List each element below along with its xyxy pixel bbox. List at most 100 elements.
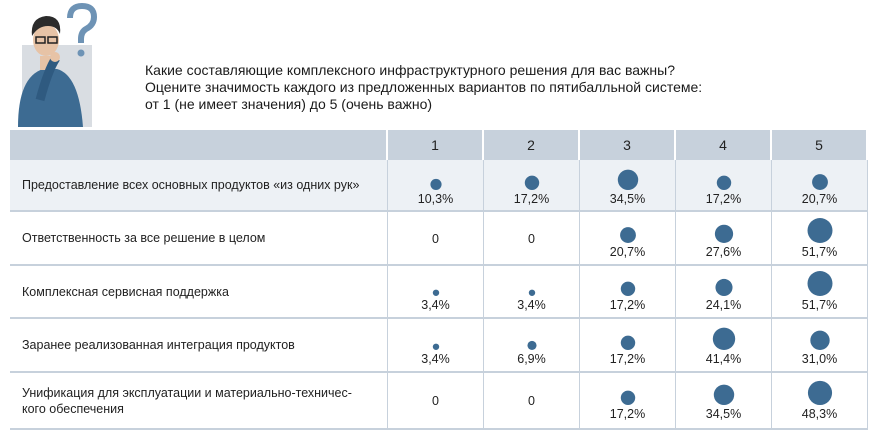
bubble xyxy=(713,384,734,405)
bubble xyxy=(620,390,635,405)
value-label: 17,2% xyxy=(513,191,550,206)
bubble-area xyxy=(617,169,638,190)
value-cell: 3,4% xyxy=(388,319,484,371)
value-cell: 0 xyxy=(388,373,484,428)
bubble-area xyxy=(524,175,539,190)
value-cell: 17,2% xyxy=(676,160,772,210)
bubble xyxy=(429,178,442,190)
header-cell xyxy=(10,130,388,160)
column-header: 3 xyxy=(580,130,676,160)
value-cell: 3,4% xyxy=(484,266,580,317)
bubble xyxy=(526,340,537,350)
bubble xyxy=(432,289,439,296)
row-label: Ответственность за все решение в целом xyxy=(10,212,388,264)
value-cell: 0 xyxy=(484,373,580,428)
column-header: 2 xyxy=(484,130,580,160)
value-label: 3,4% xyxy=(421,298,450,312)
chart-title: Какие составляющие комплексного инфрастр… xyxy=(145,62,702,113)
bubble-area xyxy=(432,343,439,350)
illustration xyxy=(18,2,98,127)
row-divider xyxy=(10,428,868,430)
value-label: 3,4% xyxy=(517,298,546,312)
value-cell: 20,7% xyxy=(580,212,676,264)
bubble xyxy=(714,278,733,296)
value-label: 6,9% xyxy=(517,351,546,366)
column-header: 5 xyxy=(772,130,868,160)
bubble xyxy=(620,335,635,350)
value-label: 41,4% xyxy=(705,351,742,366)
value-label: 0 xyxy=(432,231,439,246)
value-label: 20,7% xyxy=(801,191,838,206)
value-cell: 51,7% xyxy=(772,266,868,317)
bubble xyxy=(528,289,535,296)
row-label: Заранее реализованная интеграция продукт… xyxy=(10,319,388,371)
value-label: 48,3% xyxy=(801,407,838,421)
bubble-area xyxy=(432,289,439,296)
bubble xyxy=(617,169,638,190)
value-label: 31,0% xyxy=(801,351,838,366)
row-divider xyxy=(10,317,868,319)
value-cell: 17,2% xyxy=(580,373,676,428)
value-cell: 17,2% xyxy=(580,319,676,371)
value-label: 0 xyxy=(528,231,535,246)
value-cell: 0 xyxy=(388,212,484,264)
value-cell: 51,7% xyxy=(772,212,868,264)
value-label: 51,7% xyxy=(801,298,838,312)
value-label: 51,7% xyxy=(801,244,838,259)
bubble-area xyxy=(528,289,535,296)
value-label: 0 xyxy=(432,394,439,408)
bubble-area xyxy=(713,384,734,405)
bubble-area xyxy=(807,380,832,405)
bubble-area xyxy=(809,330,830,350)
column-header: 4 xyxy=(676,130,772,160)
bubble-area xyxy=(714,278,733,296)
bubble-area xyxy=(620,335,635,350)
value-cell: 34,5% xyxy=(676,373,772,428)
value-cell: 27,6% xyxy=(676,212,772,264)
title-line: от 1 (не имеет значения) до 5 (очень важ… xyxy=(145,96,433,112)
value-label: 10,3% xyxy=(417,191,454,206)
bubble-area xyxy=(429,178,442,190)
value-cell: 3,4% xyxy=(388,266,484,317)
bubble xyxy=(807,271,832,296)
row-label: Унификация для эксплуатации и материальн… xyxy=(10,373,388,428)
value-cell: 34,5% xyxy=(580,160,676,210)
value-label: 17,2% xyxy=(705,191,742,206)
value-cell: 41,4% xyxy=(676,319,772,371)
bubble xyxy=(432,343,439,350)
bubble-area xyxy=(619,226,636,243)
bubble xyxy=(716,175,731,190)
bubble-area xyxy=(807,217,832,243)
value-cell: 6,9% xyxy=(484,319,580,371)
value-cell: 17,2% xyxy=(484,160,580,210)
title-line: Какие составляющие комплексного инфрастр… xyxy=(145,62,675,78)
column-header: 1 xyxy=(388,130,484,160)
row-divider xyxy=(10,264,868,266)
value-cell: 17,2% xyxy=(580,266,676,317)
bubble-area xyxy=(716,175,731,190)
value-cell: 10,3% xyxy=(388,160,484,210)
value-label: 3,4% xyxy=(421,351,450,366)
bubble-area xyxy=(714,224,733,243)
bubble-area xyxy=(811,173,828,190)
bubble-area xyxy=(620,390,635,405)
row-divider xyxy=(10,371,868,373)
value-label: 17,2% xyxy=(609,298,646,312)
bubble xyxy=(714,224,733,243)
value-cell: 48,3% xyxy=(772,373,868,428)
bubble xyxy=(620,281,635,296)
value-cell: 0 xyxy=(484,212,580,264)
value-cell: 31,0% xyxy=(772,319,868,371)
bubble xyxy=(619,226,636,243)
value-label: 17,2% xyxy=(609,407,646,421)
title-line: Оцените значимость каждого из предложенн… xyxy=(145,79,703,95)
value-label: 17,2% xyxy=(609,351,646,366)
bubble xyxy=(807,380,832,405)
value-label: 27,6% xyxy=(705,244,742,259)
value-cell: 20,7% xyxy=(772,160,868,210)
bubble xyxy=(807,217,832,243)
value-label: 34,5% xyxy=(609,191,646,206)
value-label: 34,5% xyxy=(705,407,742,421)
value-cell: 24,1% xyxy=(676,266,772,317)
bubble-area xyxy=(620,281,635,296)
